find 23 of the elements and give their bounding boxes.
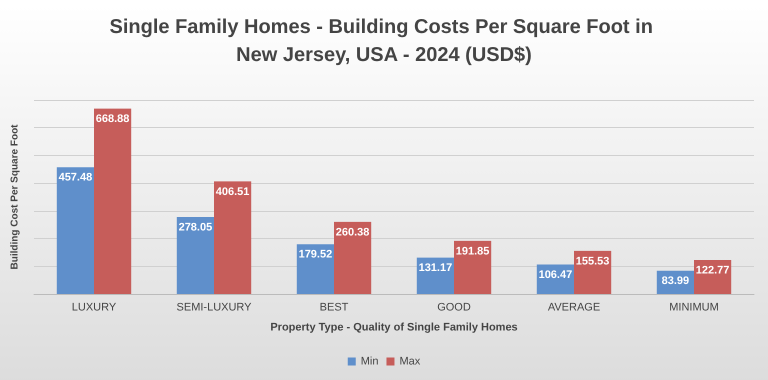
data-label: 83.99	[662, 275, 690, 288]
data-label: 668.88	[96, 113, 130, 126]
data-label: 260.38	[336, 226, 370, 238]
data-label: 457.48	[58, 172, 92, 184]
x-tick-label: AVERAGE	[548, 302, 600, 314]
data-label: 155.53	[576, 255, 610, 268]
y-axis-title: Building Cost Per Square Foot	[10, 124, 20, 270]
legend-label: Max	[399, 356, 421, 368]
data-label: 131.17	[418, 262, 452, 274]
legend-label: Min	[360, 356, 378, 368]
x-tick-label: LUXURY	[72, 302, 117, 314]
data-label: 278.05	[178, 221, 212, 234]
data-label: 122.77	[696, 264, 730, 276]
x-tick-label: MINIMUM	[669, 302, 719, 314]
data-label: 106.47	[538, 268, 572, 281]
data-label: 191.85	[456, 245, 490, 258]
x-tick-label: SEMI-LUXURY	[176, 302, 252, 314]
x-tick-label: GOOD	[437, 302, 471, 314]
chart-title: Single Family Homes - Building Costs Per Square Foot in New Jersey, USA - 2024 (USD$)	[110, 16, 658, 66]
data-label: 406.51	[216, 186, 250, 198]
x-tick-label: BEST	[320, 302, 349, 314]
x-axis-title: Property Type - Quality of Single Family Homes	[270, 322, 518, 334]
data-label: 179.52	[298, 248, 332, 261]
